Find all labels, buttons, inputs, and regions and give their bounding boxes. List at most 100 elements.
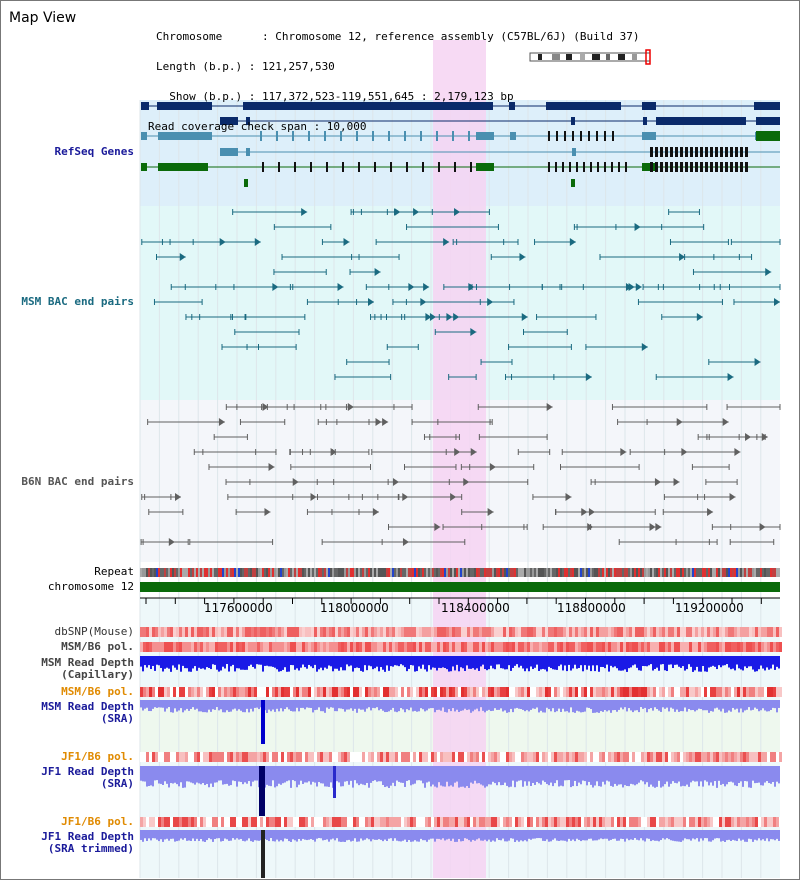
msm-pol-strip [689,642,692,652]
msm-pol-sra-strip [656,687,659,697]
jf1-depth-trim-bar [334,830,336,841]
msm-pol-strip [347,642,350,652]
track-label-msm-depth-sra[interactable]: MSM Read Depth (SRA) [41,700,134,725]
jf1-pol-strip-2 [314,817,317,827]
msm-depth-capillary-bar [570,656,572,671]
jf1-pol-strip-2 [548,817,551,827]
msm-depth-capillary-bar [650,656,652,665]
dbsnp-strip [581,627,584,637]
page-title: Map View [9,10,77,26]
jf1-pol-strip-2 [626,817,629,827]
gene-exon [246,148,250,156]
msm-pol-sra-strip [491,687,494,697]
track-label-b6n-bac[interactable]: B6N BAC end pairs [21,475,134,488]
jf1-pol-strip-2 [158,817,161,827]
msm-pol-strip [407,642,410,652]
dbsnp-strip [593,627,596,637]
jf1-pol-strip [590,752,593,762]
msm-depth-sra-bar [650,700,652,709]
jf1-depth-sra-bar [414,766,416,784]
jf1-depth-trim-bar [302,830,304,839]
msm-depth-sra-bar [584,700,586,712]
dbsnp-strip [398,627,401,637]
jf1-pol-strip-2 [704,817,707,827]
dbsnp-strip [458,627,461,637]
track-label-msm-b6-pol-capillary[interactable]: MSM/B6 pol. [61,640,134,653]
jf1-pol-strip [623,752,626,762]
msm-depth-capillary-bar [300,656,302,668]
track-label-msm-b6-pol-sra[interactable]: MSM/B6 pol. [61,685,134,698]
track-label-refseq[interactable]: RefSeq Genes [54,145,134,158]
dbsnp-strip [311,627,314,637]
track-label-chromosome[interactable]: chromosome 12 [47,580,134,593]
msm-pol-sra-strip [209,687,212,697]
track-label-msm-depth-capillary[interactable]: MSM Read Depth (Capillary) [41,656,134,681]
dbsnp-strip [332,627,335,637]
dbsnp-strip [515,627,518,637]
dbsnp-strip [404,627,407,637]
jf1-depth-sra-bar [200,766,202,785]
track-label-jf1-b6-pol[interactable]: JF1/B6 pol. [61,750,134,763]
msm-depth-sra-bar [176,700,178,712]
msm-pol-strip [608,642,611,652]
jf1-depth-sra-bar [252,766,254,782]
jf1-depth-sra-bar [160,766,162,784]
b6n-bac-pair [673,478,680,486]
msm-pol-sra-strip [527,687,530,697]
msm-depth-sra-bar [154,700,156,708]
gene-exon [278,162,280,172]
repeat-mark [346,568,348,577]
msm-pol-strip [353,642,356,652]
jf1-depth-sra-bar [466,766,468,787]
track-label-jf1-depth-trimmed[interactable]: JF1 Read Depth (SRA trimmed) [41,830,134,855]
jf1-pol-strip [218,752,221,762]
jf1-depth-trim-bar [272,830,274,842]
jf1-pol-strip [539,752,542,762]
msm-pol-strip [734,642,737,652]
msm-pol-sra-strip [416,687,419,697]
msm-depth-capillary-bar [634,656,636,665]
msm-depth-capillary-bar [268,656,270,667]
track-label-msm-bac[interactable]: MSM BAC end pairs [21,295,134,308]
jf1-pol-strip [545,752,548,762]
repeat-mark [744,568,746,577]
jf1-pol-strip-2 [398,817,401,827]
jf1-pol-strip-2 [254,817,257,827]
jf1-pol-strip-2 [650,817,653,827]
jf1-pol-strip [668,752,671,762]
track-label-jf1-b6-pol-2[interactable]: JF1/B6 pol. [61,815,134,828]
msm-pol-strip [176,642,179,652]
repeat-mark [610,568,612,577]
coverage-span-line: Read coverage check span : 10,000 [148,120,367,133]
axis-tick-label: 119200000 [675,601,744,615]
track-label-dbsnp[interactable]: dbSNP(Mouse) [54,625,134,638]
jf1-pol-strip [737,752,740,762]
repeat-mark [752,568,754,577]
track-label-repeat[interactable]: Repeat [94,565,134,578]
msm-pol-sra-strip [140,687,143,697]
msm-pol-strip [650,642,653,652]
repeat-mark [254,568,256,577]
msm-pol-strip [323,642,326,652]
repeat-mark [644,568,646,577]
jf1-depth-sra-bar [436,766,438,788]
track-label-jf1-depth-sra[interactable]: JF1 Read Depth (SRA) [41,765,134,790]
jf1-depth-trim-bar [574,830,576,842]
jf1-depth-trim-bar [650,830,652,842]
repeat-mark [326,568,328,577]
msm-depth-capillary-bar [242,656,244,670]
msm-depth-sra-bar [754,700,756,708]
jf1-pol-strip-2 [413,817,416,827]
jf1-pol-strip [566,752,569,762]
msm-pol-strip [389,642,392,652]
jf1-depth-trim-bar [598,830,600,840]
dbsnp-strip [152,627,155,637]
repeat-mark [594,568,596,577]
msm-pol-sra-strip [458,687,461,697]
jf1-depth-sra-bar [352,766,354,788]
msm-pol-strip [149,642,152,652]
msm-depth-capillary-bar [484,656,486,670]
msm-pol-strip [215,642,218,652]
gene-exon [590,162,592,172]
